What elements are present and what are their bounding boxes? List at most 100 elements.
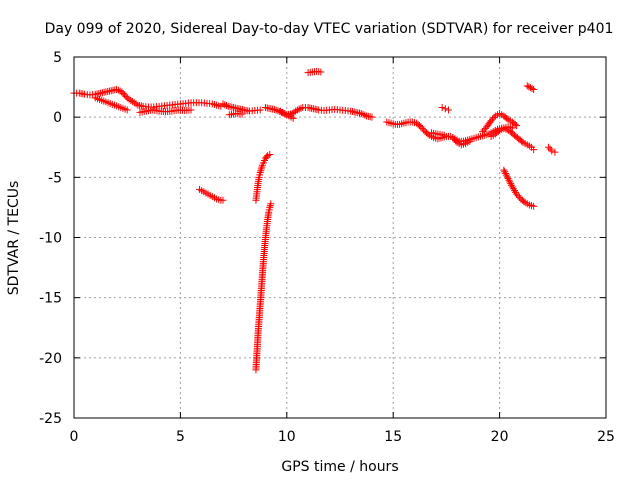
data-point	[219, 100, 227, 108]
data-point	[466, 137, 474, 145]
data-point	[513, 122, 521, 130]
gridlines	[74, 57, 606, 418]
data-point-fill	[297, 104, 305, 112]
y-tick-label: -25	[39, 411, 62, 427]
data-segment	[487, 123, 516, 140]
data-point-fill	[450, 135, 458, 143]
data-point-fill	[502, 171, 510, 179]
data-segment	[252, 150, 274, 204]
data-point-fill	[503, 114, 511, 122]
data-point	[440, 131, 448, 139]
y-tick-label: -15	[39, 291, 62, 307]
data-point	[129, 98, 137, 106]
data-point	[266, 203, 274, 211]
data-segment	[428, 129, 448, 139]
data-segment	[196, 185, 227, 204]
data-point-fill	[514, 192, 522, 200]
data-segment	[70, 85, 225, 111]
data-point-fill	[528, 85, 536, 93]
data-point-fill	[494, 128, 502, 136]
data-segment	[136, 106, 195, 116]
x-axis-label: GPS time / hours	[281, 459, 398, 475]
data-point	[479, 128, 487, 136]
data-point	[449, 134, 457, 142]
data-point-fill	[130, 99, 138, 107]
data-point	[526, 84, 534, 92]
data-point	[113, 85, 121, 93]
x-tick-label: 10	[278, 429, 296, 445]
data-segment	[479, 110, 521, 136]
data-point-fill	[480, 126, 488, 134]
data-point-fill	[292, 107, 300, 115]
data-point-fill	[418, 124, 426, 132]
data-point	[545, 143, 553, 151]
data-segment	[219, 100, 264, 115]
data-segment	[545, 143, 559, 156]
y-tick-label: 5	[53, 50, 62, 66]
data-point	[504, 175, 512, 183]
y-tick-label: -20	[39, 351, 62, 367]
data-point-fill	[295, 105, 303, 113]
data-point-fill	[258, 163, 266, 171]
chart-title: Day 099 of 2020, Sidereal Day-to-day VTE…	[45, 21, 614, 37]
data-point-fill	[125, 95, 133, 103]
data-point	[123, 106, 131, 114]
data-point-fill	[509, 185, 517, 193]
data-point	[123, 94, 131, 102]
y-tick-label: 0	[53, 110, 62, 126]
data-point	[548, 147, 556, 155]
data-point	[266, 150, 274, 158]
data-segment	[91, 94, 131, 114]
data-point	[487, 117, 495, 125]
data-point	[238, 110, 246, 118]
data-point-fill	[503, 173, 511, 181]
data-point	[508, 183, 516, 191]
data-point	[267, 200, 275, 208]
data-point-fill	[511, 120, 519, 128]
data-point	[523, 82, 531, 90]
x-tick-label: 0	[70, 429, 79, 445]
data-point	[256, 169, 264, 177]
data-point	[368, 113, 376, 121]
data-point	[317, 68, 325, 76]
data-point	[500, 166, 508, 174]
data-point-fill	[510, 187, 518, 195]
data-point-fill	[223, 102, 231, 110]
y-axis-label: SDTVAR / TECUs	[6, 181, 22, 296]
data-point-fill	[424, 130, 432, 138]
data-point	[272, 106, 280, 114]
data-point	[289, 114, 297, 122]
data-points	[70, 67, 559, 374]
data-point	[417, 123, 425, 131]
data-point	[257, 165, 265, 173]
data-point-fill	[520, 197, 528, 205]
data-point-fill	[127, 96, 135, 104]
data-point-fill	[359, 110, 367, 118]
data-point-fill	[266, 202, 274, 210]
data-point	[551, 148, 559, 156]
data-point	[445, 106, 453, 114]
x-tick-label: 25	[597, 429, 615, 445]
data-segment	[276, 107, 297, 122]
data-point	[357, 110, 365, 118]
x-tick-label: 5	[176, 429, 185, 445]
data-point-fill	[502, 169, 510, 177]
data-point	[530, 146, 538, 154]
data-point-fill	[501, 168, 509, 176]
data-point-fill	[221, 101, 229, 109]
data-segment	[449, 134, 474, 149]
data-point	[513, 190, 521, 198]
data-segment	[252, 200, 275, 374]
data-segment	[304, 67, 325, 77]
data-segment	[225, 110, 246, 119]
x-tick-label: 15	[384, 429, 402, 445]
data-point-fill	[257, 167, 265, 175]
x-tick-label: 20	[491, 429, 509, 445]
data-point-fill	[114, 86, 122, 94]
data-point-fill	[506, 178, 514, 186]
y-tick-label: -10	[39, 231, 62, 247]
data-point-fill	[490, 114, 498, 122]
data-point	[530, 202, 538, 210]
